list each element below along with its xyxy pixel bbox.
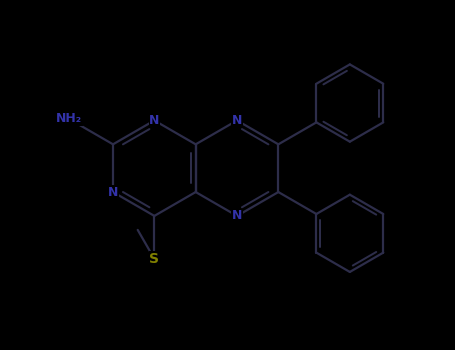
Text: N: N — [149, 114, 160, 127]
Text: S: S — [149, 252, 159, 266]
Text: N: N — [232, 114, 242, 127]
Text: N: N — [232, 209, 242, 222]
Text: NH₂: NH₂ — [56, 112, 82, 125]
Text: N: N — [108, 186, 118, 198]
